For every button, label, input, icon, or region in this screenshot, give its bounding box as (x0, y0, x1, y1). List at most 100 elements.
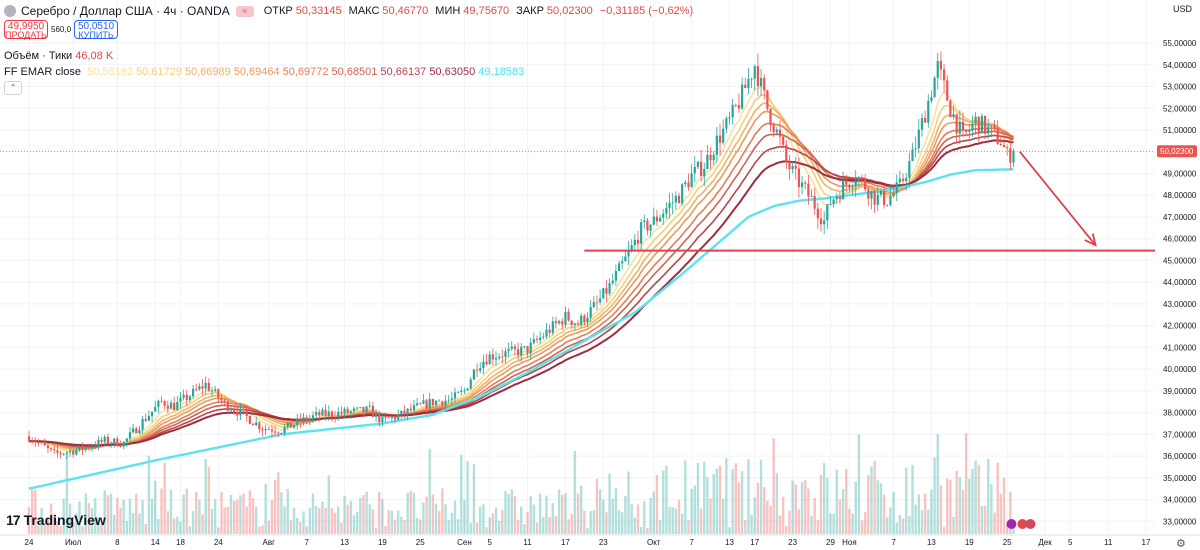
candle-body (264, 428, 267, 431)
volume-bar (475, 522, 479, 534)
volume-bar (75, 513, 78, 534)
candle-body (255, 422, 258, 426)
projection-arrow-line[interactable] (1019, 151, 1097, 246)
currency-label[interactable]: USD (1172, 4, 1192, 14)
candle-body (750, 78, 753, 80)
candle-body (879, 190, 883, 195)
candle-body (722, 128, 725, 143)
candlesticks[interactable] (27, 51, 1015, 459)
buy-button[interactable]: 50,0510 КУПИТЬ (74, 20, 119, 40)
volume-bar (314, 506, 318, 534)
volume-bar (662, 470, 665, 534)
volume-bar (936, 434, 939, 534)
candle-body (103, 436, 106, 442)
volume-bar (1009, 491, 1012, 534)
volume-bar (904, 467, 908, 534)
settings-gear-icon[interactable]: ⚙ (1176, 538, 1186, 550)
candle-body (785, 144, 788, 162)
volume-label: Объём · Тики (4, 50, 73, 62)
candle-body (845, 181, 848, 185)
event-flag-icon[interactable] (1017, 519, 1028, 529)
candle-body (352, 408, 356, 412)
volume-bar (535, 522, 539, 534)
collapse-legend-icon[interactable]: ⌃ (4, 81, 22, 95)
price-axis[interactable]: 33,00000 34,00000 35,00000 36,00000 37,00000… (1155, 0, 1200, 550)
ema-legend[interactable]: FF EMAR close 50,55162 50,61729 50,66989 50… (4, 66, 524, 78)
candle-body (832, 199, 835, 205)
volume-bar (207, 467, 211, 534)
time-axis[interactable]: 24 Июл 8 14 18 24 Авг 7 13 19 25 Сен 5 11 17 23 Окт 7 13 17… (0, 534, 1200, 547)
ema-line-3 (29, 102, 1014, 450)
volume-bar (333, 512, 337, 534)
volume-bar (482, 504, 485, 534)
candle-body (31, 441, 34, 442)
volume-bar (453, 500, 457, 534)
volume-bar (696, 463, 700, 534)
x-tick-label: 25 (416, 538, 425, 547)
volume-bar (264, 483, 267, 534)
event-lightning-icon[interactable] (1006, 519, 1017, 529)
volume-bar (261, 525, 264, 534)
x-tick-label: 14 (151, 538, 160, 547)
candle-body (873, 190, 876, 205)
hide-legend-icon[interactable]: ≈ (235, 5, 254, 17)
y-tick-label: 48,00000 (1163, 191, 1197, 200)
candle-body (100, 439, 103, 442)
volume-bar (901, 518, 905, 534)
candle-body (296, 418, 299, 426)
volume-bar (911, 465, 914, 534)
volume-bar (826, 477, 829, 534)
volume-legend[interactable]: Объём · Тики 46,08 K (4, 50, 113, 62)
candle-body (116, 438, 119, 447)
volume-bar (56, 521, 59, 534)
volume-bar (273, 479, 277, 534)
volume-bar (308, 507, 312, 534)
candle-body (469, 379, 472, 389)
volume-bar (699, 508, 703, 534)
candle-body (299, 418, 302, 422)
volume-bar (226, 506, 229, 534)
volume-bar (59, 526, 62, 534)
volume-bar (775, 473, 779, 534)
price-axis-panel (1155, 0, 1200, 550)
candle-body (983, 115, 987, 134)
volume-bar (479, 506, 482, 534)
candle-body (570, 320, 573, 325)
candle-body (195, 388, 198, 390)
volume-bar (355, 511, 359, 534)
volume-bar (592, 510, 596, 534)
candle-body (390, 416, 393, 419)
candle-body (283, 427, 286, 434)
event-flag-icon[interactable] (1025, 519, 1036, 529)
drawings[interactable] (0, 150, 1165, 529)
candle-body (580, 315, 583, 325)
candle-body (813, 196, 816, 209)
candle-body (901, 178, 905, 182)
volume-bar (542, 516, 545, 534)
candle-body (791, 165, 794, 170)
candle-body (725, 118, 728, 129)
volume-bar (611, 498, 614, 534)
candle-body (223, 400, 226, 402)
candle-body (942, 69, 946, 81)
volume-bar (157, 518, 160, 534)
volume-bar (400, 516, 403, 534)
candle-body (441, 401, 444, 406)
sell-button[interactable]: 49,9950 ПРОДАТЬ (4, 20, 48, 40)
candle-body (974, 116, 977, 124)
volume-bar (425, 496, 428, 534)
candle-body (605, 288, 608, 294)
volume-bar (586, 527, 589, 534)
volume-bar (737, 482, 741, 534)
volume-bar (658, 519, 662, 534)
volume-bar (1005, 524, 1009, 534)
symbol-title[interactable]: Серебро / Доллар США · 4ч · OANDA (21, 4, 230, 18)
candle-body (371, 405, 375, 418)
candle-body (141, 418, 144, 430)
projection-arrow-head[interactable] (1084, 233, 1097, 247)
x-tick-label: 8 (115, 538, 120, 547)
volume-bar (781, 496, 785, 534)
volume-bar (529, 496, 532, 534)
candle-body (498, 356, 501, 359)
